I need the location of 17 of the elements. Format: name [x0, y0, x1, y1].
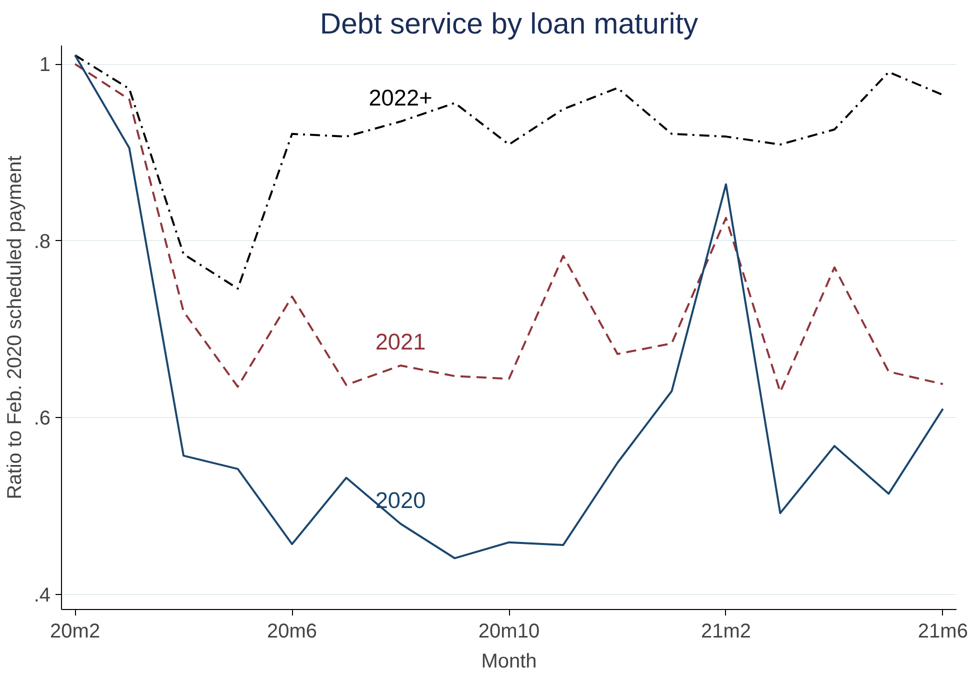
- x-tick-label: 21m2: [700, 620, 751, 642]
- x-tick-label: 20m6: [267, 620, 318, 642]
- chart-title: Debt service by loan maturity: [320, 8, 698, 40]
- y-tick-label: .8: [34, 230, 51, 253]
- x-axis-title: Month: [481, 650, 537, 672]
- series-label: 2022+: [368, 84, 432, 111]
- y-axis-title: Ratio to Feb. 2020 scheduled payment: [4, 155, 26, 500]
- y-tick-label: .4: [34, 584, 51, 606]
- line-series: [74, 54, 944, 560]
- y-tick-label: 1: [39, 54, 50, 76]
- series-label: 2021: [375, 328, 426, 355]
- x-tick-label: 20m2: [50, 620, 100, 642]
- line-series: [74, 54, 944, 290]
- y-tick-label: .6: [34, 408, 51, 430]
- series-label: 2020: [375, 486, 426, 513]
- x-tick-label: 20m10: [478, 620, 540, 642]
- x-tick-label: 21m6: [918, 620, 968, 642]
